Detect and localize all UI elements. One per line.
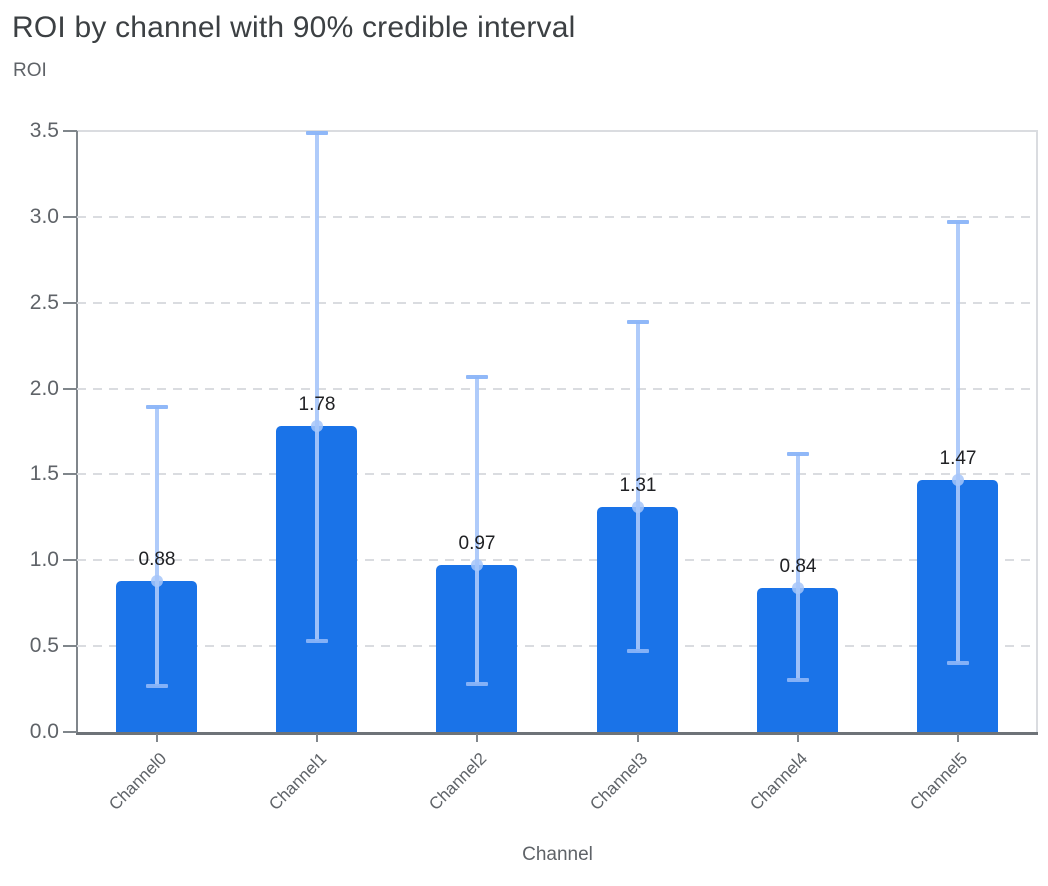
- bar-value-label-channel2: 0.97: [458, 533, 496, 554]
- error-bar-channel5: [956, 222, 960, 663]
- gridline-2.5: [77, 302, 1038, 304]
- mean-marker-channel5: [952, 474, 964, 486]
- x-tick-channel4: [797, 734, 799, 742]
- error-bar-cap-lower-channel1: [306, 639, 328, 643]
- bar-value-label-channel5: 1.47: [939, 448, 977, 469]
- x-axis-line: [76, 732, 1038, 735]
- plot-border-right: [1036, 131, 1038, 733]
- x-tick-label-channel1: Channel1: [265, 749, 331, 814]
- y-tick-label-2.0: 2.0: [29, 377, 59, 400]
- x-tick-channel0: [156, 734, 158, 742]
- bar-value-label-channel0: 0.88: [138, 549, 176, 570]
- error-bar-cap-lower-channel5: [947, 661, 969, 665]
- y-tick-label-3.0: 3.0: [29, 205, 59, 228]
- x-tick-channel3: [637, 734, 639, 742]
- error-bar-channel2: [475, 377, 479, 684]
- error-bar-channel0: [155, 407, 159, 686]
- x-axis-title: Channel: [522, 844, 593, 865]
- y-tick-label-2.5: 2.5: [29, 291, 59, 314]
- y-tick-3.0: [63, 216, 77, 218]
- bar-value-label-channel4: 0.84: [779, 556, 817, 577]
- x-tick-label-channel2: Channel2: [425, 749, 491, 814]
- y-tick-label-1.5: 1.5: [29, 462, 59, 485]
- mean-marker-channel3: [632, 501, 644, 513]
- error-bar-cap-upper-channel3: [627, 320, 649, 324]
- error-bar-cap-lower-channel2: [466, 682, 488, 686]
- plot-border-top: [77, 130, 1038, 132]
- x-tick-label-channel3: Channel3: [586, 749, 652, 814]
- gridline-1.0: [77, 559, 1038, 561]
- error-bar-cap-lower-channel4: [787, 678, 809, 682]
- y-tick-label-0.0: 0.0: [29, 720, 59, 743]
- error-bar-cap-lower-channel3: [627, 649, 649, 653]
- y-tick-2.5: [63, 302, 77, 304]
- y-tick-0.5: [63, 645, 77, 647]
- y-tick-1.0: [63, 559, 77, 561]
- y-tick-3.5: [63, 130, 77, 132]
- mean-marker-channel0: [151, 575, 163, 587]
- error-bar-cap-upper-channel0: [146, 405, 168, 409]
- x-tick-channel1: [316, 734, 318, 742]
- y-tick-0.0: [63, 731, 77, 733]
- error-bar-channel4: [796, 454, 800, 680]
- plot-area: 0.88 1.78 0.97 1.31 0.84 1.47: [77, 131, 1038, 732]
- error-bar-cap-upper-channel2: [466, 375, 488, 379]
- error-bar-cap-upper-channel4: [787, 452, 809, 456]
- y-axis-title: ROI: [13, 60, 47, 81]
- error-bar-channel1: [315, 133, 319, 641]
- y-tick-label-0.5: 0.5: [29, 634, 59, 657]
- bar-value-label-channel3: 1.31: [619, 475, 657, 496]
- y-tick-label-1.0: 1.0: [29, 548, 59, 571]
- x-tick-label-channel5: Channel5: [906, 749, 972, 814]
- mean-marker-channel2: [471, 559, 483, 571]
- y-tick-label-3.5: 3.5: [29, 119, 59, 142]
- error-bar-cap-lower-channel0: [146, 684, 168, 688]
- gridline-0.5: [77, 645, 1038, 647]
- mean-marker-channel1: [311, 420, 323, 432]
- y-tick-1.5: [63, 473, 77, 475]
- x-tick-channel5: [957, 734, 959, 742]
- y-tick-2.0: [63, 388, 77, 390]
- gridline-1.5: [77, 473, 1038, 475]
- bar-value-label-channel1: 1.78: [298, 394, 336, 415]
- x-tick-label-channel4: Channel4: [746, 749, 812, 814]
- gridline-3.0: [77, 216, 1038, 218]
- chart-title: ROI by channel with 90% credible interva…: [12, 11, 576, 44]
- error-bar-cap-upper-channel5: [947, 220, 969, 224]
- x-tick-channel2: [476, 734, 478, 742]
- gridline-2.0: [77, 388, 1038, 390]
- mean-marker-channel4: [792, 582, 804, 594]
- y-axis-line: [76, 131, 78, 735]
- error-bar-channel3: [636, 322, 640, 651]
- x-tick-label-channel0: Channel0: [105, 749, 171, 814]
- error-bar-cap-upper-channel1: [306, 131, 328, 135]
